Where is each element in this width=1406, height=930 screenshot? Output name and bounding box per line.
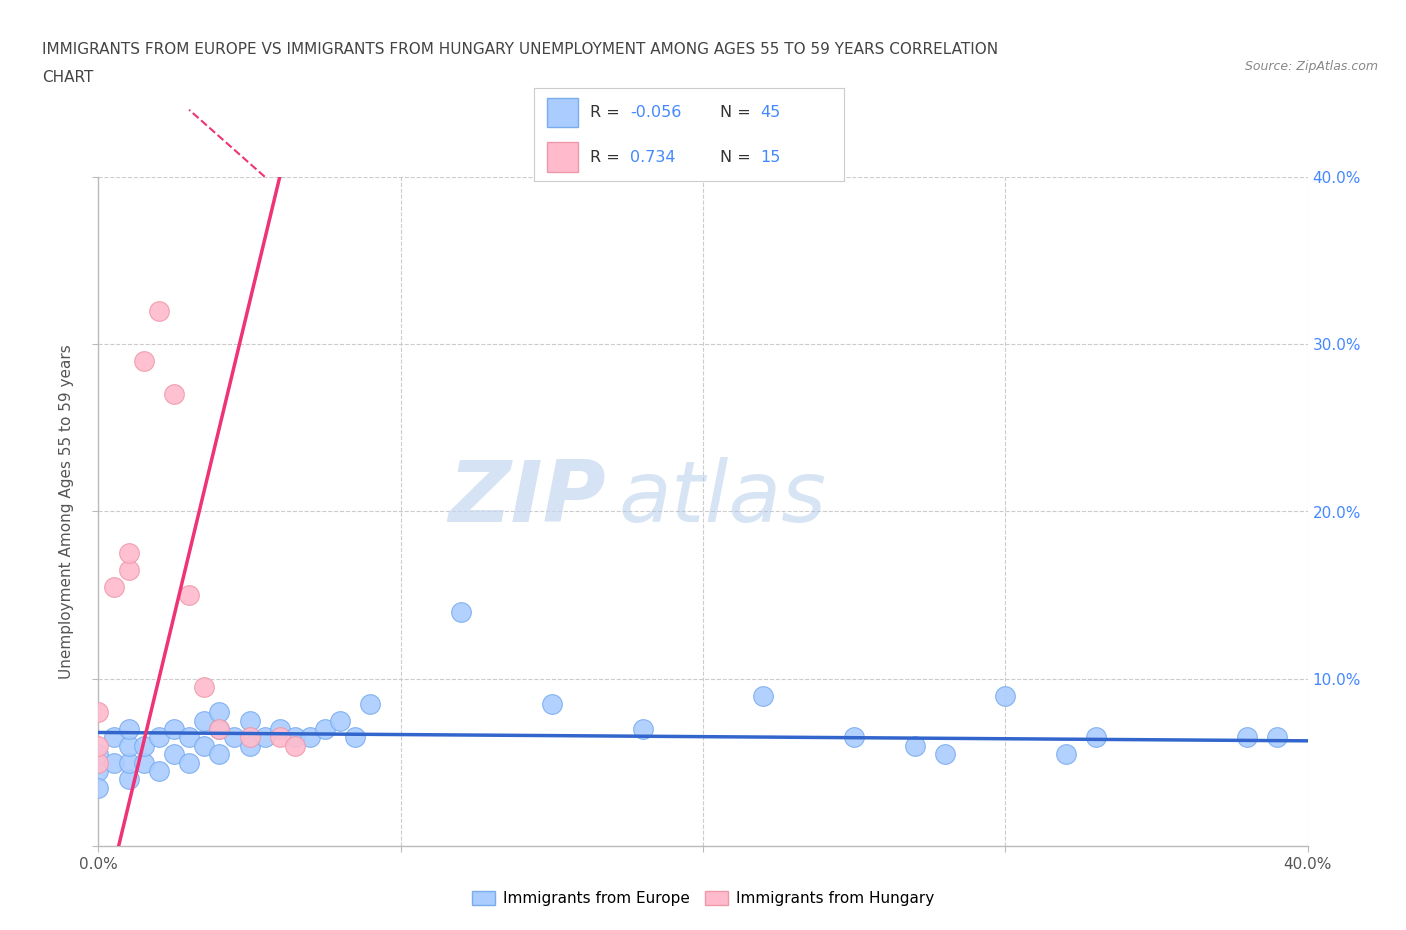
Point xyxy=(360,697,382,711)
Point xyxy=(87,705,110,720)
Point xyxy=(193,713,215,728)
Point xyxy=(450,604,472,619)
Bar xyxy=(547,98,578,127)
Y-axis label: Unemployment Among Ages 55 to 59 years: Unemployment Among Ages 55 to 59 years xyxy=(59,344,75,679)
Point xyxy=(253,730,276,745)
Point xyxy=(87,747,110,762)
Point xyxy=(904,738,927,753)
Text: R =: R = xyxy=(591,150,624,165)
Point xyxy=(163,747,186,762)
Point xyxy=(163,722,186,737)
Point xyxy=(118,772,141,787)
Point xyxy=(299,730,322,745)
Point xyxy=(344,730,367,745)
Point xyxy=(118,546,141,561)
Point xyxy=(994,688,1017,703)
Point xyxy=(87,738,110,753)
Point xyxy=(239,730,262,745)
Point xyxy=(224,730,246,745)
Text: R =: R = xyxy=(591,105,624,120)
Text: CHART: CHART xyxy=(42,70,94,85)
Point xyxy=(284,738,307,753)
Point xyxy=(118,738,141,753)
Text: IMMIGRANTS FROM EUROPE VS IMMIGRANTS FROM HUNGARY UNEMPLOYMENT AMONG AGES 55 TO : IMMIGRANTS FROM EUROPE VS IMMIGRANTS FRO… xyxy=(42,42,998,57)
Point xyxy=(87,764,110,778)
Point xyxy=(193,738,215,753)
Point xyxy=(179,730,201,745)
Point xyxy=(208,705,231,720)
Point xyxy=(1054,747,1077,762)
Point xyxy=(752,688,775,703)
Text: N =: N = xyxy=(720,105,756,120)
Point xyxy=(118,722,141,737)
Point xyxy=(118,755,141,770)
Text: ZIP: ZIP xyxy=(449,457,606,539)
Point xyxy=(148,303,170,318)
Point xyxy=(103,755,125,770)
Point xyxy=(239,713,262,728)
Point xyxy=(269,722,291,737)
Point xyxy=(148,764,170,778)
Point xyxy=(631,722,654,737)
Point xyxy=(148,730,170,745)
Text: 0.734: 0.734 xyxy=(630,150,676,165)
Point xyxy=(208,722,231,737)
Point xyxy=(103,579,125,594)
Point xyxy=(163,387,186,402)
Point xyxy=(87,755,110,770)
Point xyxy=(284,730,307,745)
Text: 15: 15 xyxy=(761,150,780,165)
Point xyxy=(269,730,291,745)
Point xyxy=(540,697,562,711)
Point xyxy=(179,588,201,603)
Text: N =: N = xyxy=(720,150,756,165)
Point xyxy=(208,722,231,737)
Legend: Immigrants from Europe, Immigrants from Hungary: Immigrants from Europe, Immigrants from … xyxy=(467,885,939,912)
Point xyxy=(934,747,956,762)
Text: -0.056: -0.056 xyxy=(630,105,682,120)
Point xyxy=(132,353,155,368)
Point xyxy=(1236,730,1258,745)
Point xyxy=(103,730,125,745)
Point xyxy=(132,755,155,770)
Point xyxy=(208,747,231,762)
Point xyxy=(239,738,262,753)
Point xyxy=(1267,730,1289,745)
Text: 45: 45 xyxy=(761,105,780,120)
Point xyxy=(1085,730,1108,745)
Point xyxy=(132,738,155,753)
Point xyxy=(314,722,336,737)
Point xyxy=(193,680,215,695)
Text: atlas: atlas xyxy=(619,457,827,539)
Bar xyxy=(547,142,578,172)
Point xyxy=(118,563,141,578)
Point xyxy=(87,780,110,795)
Point xyxy=(329,713,352,728)
Text: Source: ZipAtlas.com: Source: ZipAtlas.com xyxy=(1244,60,1378,73)
Point xyxy=(844,730,866,745)
Point xyxy=(179,755,201,770)
